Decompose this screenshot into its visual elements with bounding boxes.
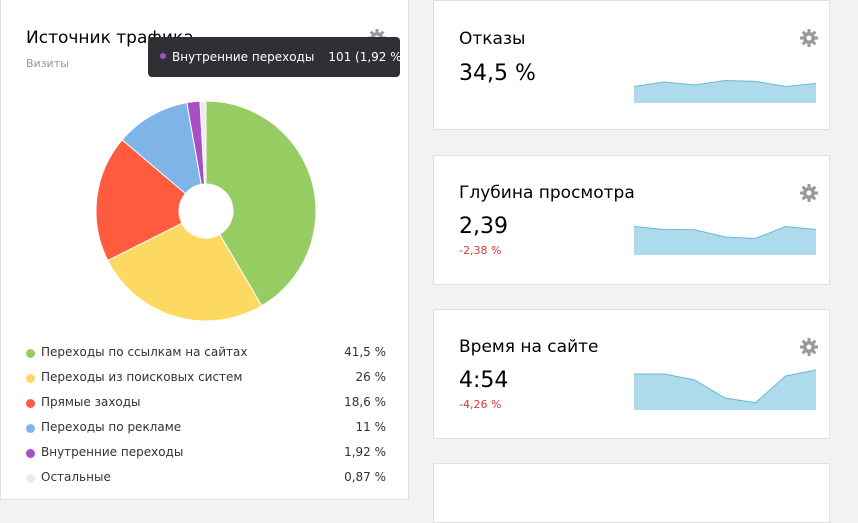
- gear-icon[interactable]: [799, 337, 819, 357]
- traffic-pie-chart[interactable]: [96, 100, 316, 322]
- tooltip-label: Внутренние переходы: [172, 50, 315, 64]
- pie-slice[interactable]: [107, 222, 263, 322]
- metric-title: Время на сайте: [459, 337, 599, 357]
- metric-value: 34,5 %: [459, 61, 536, 86]
- metric-card-depth: Глубина просмотра 2,39 -2,38 %: [433, 155, 830, 285]
- legend-item[interactable]: Остальные 0,87 %: [26, 469, 386, 494]
- legend-label: Переходы по рекламе: [41, 420, 182, 434]
- sparkline-line: [634, 225, 816, 240]
- legend-item[interactable]: Переходы из поисковых систем 26 %: [26, 369, 386, 394]
- legend-label: Переходы по ссылкам на сайтах: [41, 345, 248, 359]
- legend-dot: [26, 424, 35, 433]
- legend-label: Внутренние переходы: [41, 445, 184, 459]
- pie-tooltip: Внутренние переходы 101 (1,92 %): [148, 37, 406, 77]
- sparkline-area: [634, 226, 816, 255]
- legend-label: Прямые заходы: [41, 395, 141, 409]
- traffic-subtitle: Визиты: [26, 57, 69, 70]
- metric-title: Глубина просмотра: [459, 183, 635, 203]
- traffic-source-card: Источник трафика Визиты Переходы по ссыл…: [0, 0, 409, 500]
- pie-slice[interactable]: [96, 139, 187, 262]
- sparkline-line: [634, 79, 816, 88]
- metric-value: 2,39: [459, 214, 508, 239]
- metric-card-time: Время на сайте 4:54 -4,26 %: [433, 309, 830, 439]
- tooltip-value: 101 (1,92 %): [328, 50, 407, 64]
- legend-value: 18,6 %: [344, 395, 386, 409]
- sparkline-area: [634, 370, 816, 410]
- legend-value: 1,92 %: [344, 445, 386, 459]
- legend-label: Переходы из поисковых систем: [41, 370, 243, 384]
- metric-card-bounce: Отказы 34,5 %: [433, 0, 830, 130]
- pie-slice[interactable]: [205, 100, 316, 307]
- metric-delta: -4,26 %: [459, 398, 502, 411]
- tooltip-dot: [160, 53, 166, 59]
- legend-label: Остальные: [41, 470, 111, 484]
- sparkline-chart: [634, 225, 816, 255]
- pie-slice[interactable]: [199, 100, 207, 185]
- sparkline-line: [634, 369, 816, 404]
- metric-value: 4:54: [459, 368, 509, 393]
- gear-icon[interactable]: [799, 28, 819, 48]
- gear-icon[interactable]: [799, 183, 819, 203]
- metric-delta: -2,38 %: [459, 244, 502, 257]
- legend-item[interactable]: Прямые заходы 18,6 %: [26, 394, 386, 419]
- legend-dot: [26, 374, 35, 383]
- legend-value: 11 %: [355, 420, 387, 434]
- legend-value: 0,87 %: [344, 470, 386, 484]
- legend-item[interactable]: Внутренние переходы 1,92 %: [26, 444, 386, 469]
- metric-title: Отказы: [459, 29, 526, 49]
- legend-dot: [26, 349, 35, 358]
- legend-value: 26 %: [355, 370, 387, 384]
- legend-item[interactable]: Переходы по ссылкам на сайтах 41,5 %: [26, 344, 386, 369]
- metric-card-next: [433, 463, 830, 523]
- legend-value: 41,5 %: [344, 345, 386, 359]
- traffic-legend: Переходы по ссылкам на сайтах 41,5 % Перех…: [26, 344, 386, 494]
- legend-dot: [26, 399, 35, 408]
- sparkline-area: [634, 80, 816, 103]
- sparkline-chart: [634, 369, 816, 410]
- sparkline-chart: [634, 79, 816, 103]
- legend-item[interactable]: Переходы по рекламе 11 %: [26, 419, 386, 444]
- legend-dot: [26, 449, 35, 458]
- legend-dot: [26, 474, 35, 483]
